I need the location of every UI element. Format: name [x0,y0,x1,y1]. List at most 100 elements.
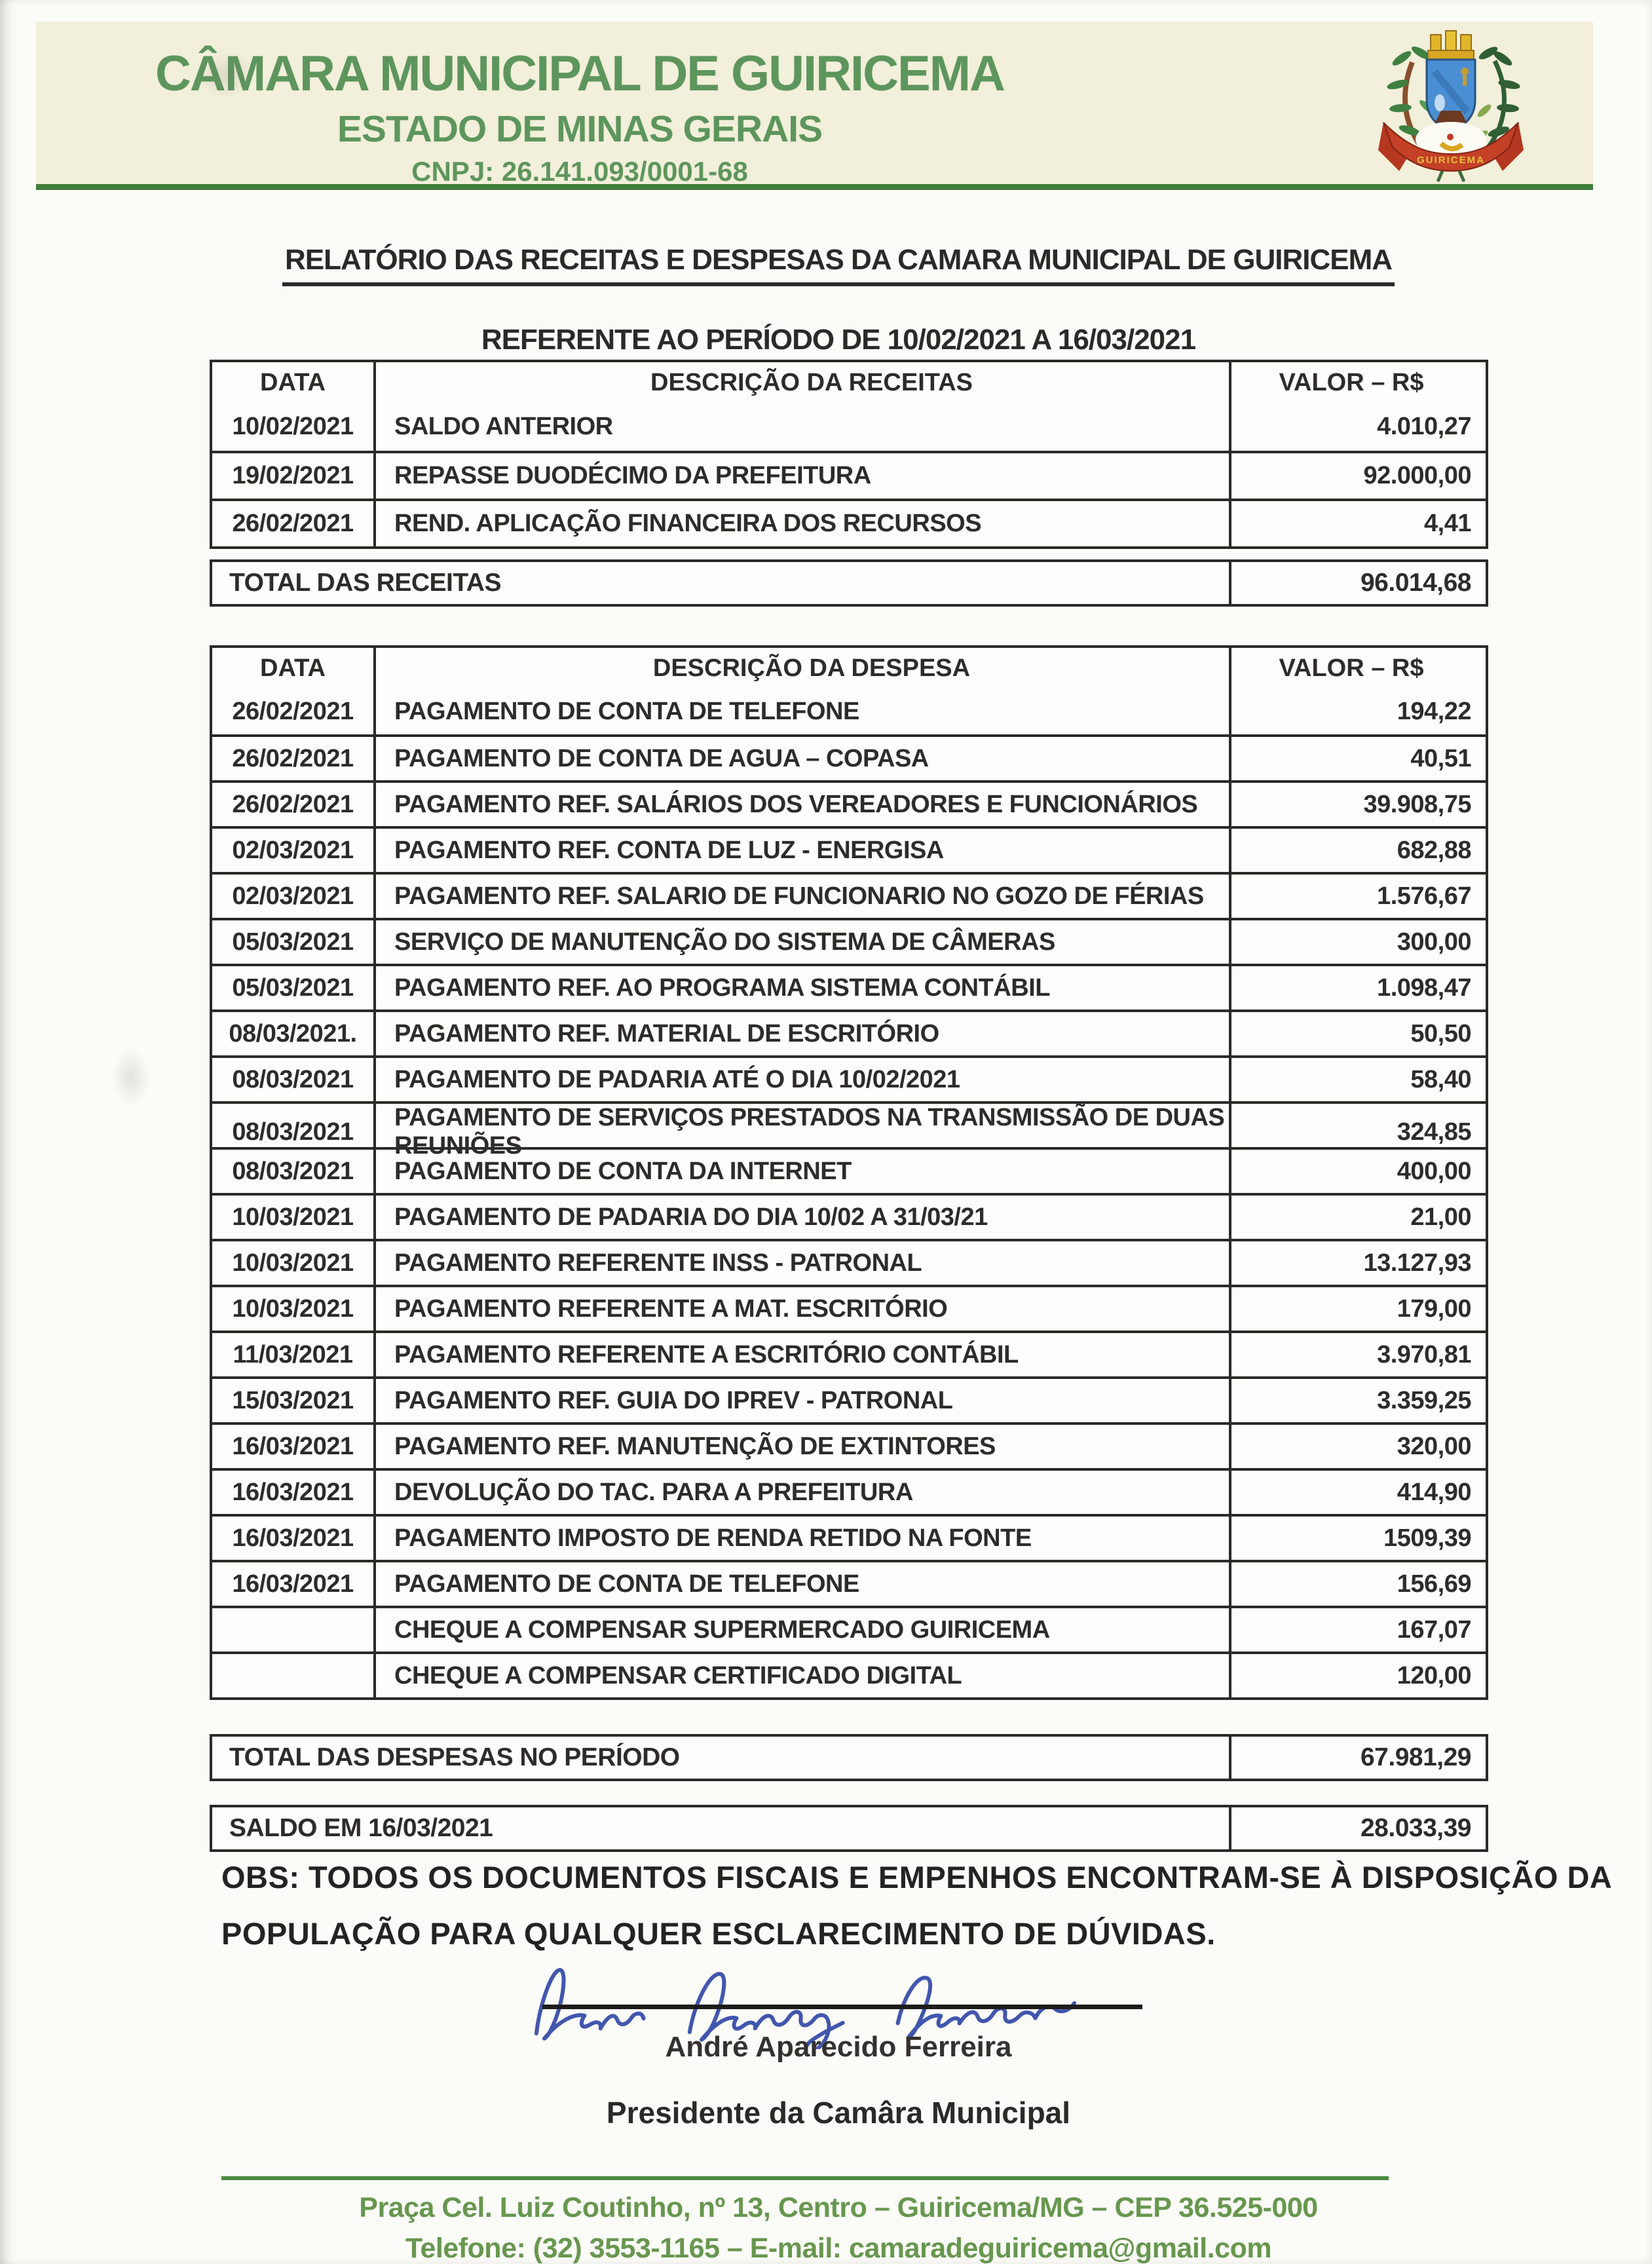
handwritten-signature [534,1968,1077,2049]
table-row: 26/02/2021 REND. APLICAÇÃO FINANCEIRA DO… [212,499,1486,546]
cell-description: CHEQUE A COMPENSAR CERTIFICADO DIGITAL [373,1654,1229,1697]
table-row: 02/03/2021 PAGAMENTO REF. SALARIO DE FUN… [212,872,1486,918]
cell-date: 10/02/2021 [232,413,354,440]
cell-description: SALDO ANTERIOR [373,403,1229,451]
table-row: 26/02/2021 PAGAMENTO REF. SALÁRIOS DOS V… [212,780,1486,826]
cell-description: SERVIÇO DE MANUTENÇÃO DO SISTEMA DE CÂME… [373,920,1229,964]
crest-shield [1425,58,1476,134]
cell-date: 08/03/2021 [232,1118,354,1146]
cell-date: 26/02/2021 [232,697,354,725]
cell-date: 16/03/2021 [232,1432,354,1460]
org-cnpj: CNPJ: 26.141.093/0001-68 [411,156,748,187]
crest-horn-emblem [1439,134,1464,151]
table-row: 10/03/2021 PAGAMENTO REFERENTE A MAT. ES… [212,1285,1486,1330]
cell-date: 02/03/2021 [232,882,354,910]
cell-date: 16/03/2021 [232,1524,354,1552]
cell-date: 19/02/2021 [232,462,354,489]
cell-value: 1.576,67 [1229,875,1486,918]
cell-value: 4.010,27 [1229,403,1486,451]
total-receipts-value: 96.014,68 [1229,562,1486,604]
footer-address: Praça Cel. Luiz Coutinho, nº 13, Centro … [359,2192,1318,2223]
cell-date: 08/03/2021 [232,1065,354,1093]
cell-value: 120,00 [1229,1654,1486,1697]
header-value: VALOR – R$ [1229,362,1486,403]
cell-date: 08/03/2021. [229,1019,357,1047]
cell-value: 1509,39 [1229,1517,1486,1560]
cell-date: 26/02/2021 [232,510,354,537]
total-expenses-label: TOTAL DAS DESPESAS NO PERÍODO [229,1743,680,1771]
balance-value: 28.033,39 [1229,1807,1486,1849]
table-row: 11/03/2021 PAGAMENTO REFERENTE A ESCRITÓ… [212,1330,1486,1376]
total-expenses-value: 67.981,29 [1229,1737,1486,1779]
cell-date [212,1654,373,1697]
table-row: 08/03/2021 PAGAMENTO DE CONTA DA INTERNE… [212,1147,1486,1193]
header-description: DESCRIÇÃO DA RECEITAS [373,362,1229,403]
receipts-body: 10/02/2021 SALDO ANTERIOR 4.010,27 19/02… [212,403,1486,546]
receipts-table: DATA DESCRIÇÃO DA RECEITAS VALOR – R$ 10… [210,360,1488,549]
cell-date: 10/03/2021 [232,1203,354,1231]
balance-label: SALDO EM 16/03/2021 [229,1814,493,1842]
cell-description: PAGAMENTO REF. CONTA DE LUZ - ENERGISA [373,829,1229,872]
cell-value: 13.127,93 [1229,1241,1486,1285]
table-row: 16/03/2021 PAGAMENTO IMPOSTO DE RENDA RE… [212,1514,1486,1560]
table-row: 26/02/2021 PAGAMENTO DE CONTA DE AGUA – … [212,734,1486,780]
table-row: 19/02/2021 REPASSE DUODÉCIMO DA PREFEITU… [212,451,1486,499]
table-row: 15/03/2021 PAGAMENTO REF. GUIA DO IPREV … [212,1376,1486,1422]
cell-value: 1.098,47 [1229,966,1486,1009]
cell-value: 3.970,81 [1229,1333,1486,1376]
header-value: VALOR – R$ [1229,648,1486,689]
scan-smudge [111,1048,151,1107]
cell-description: PAGAMENTO IMPOSTO DE RENDA RETIDO NA FON… [373,1517,1229,1560]
cell-description: PAGAMENTO DE CONTA DA INTERNET [373,1150,1229,1193]
cell-date: 05/03/2021 [232,928,354,956]
table-row: CHEQUE A COMPENSAR SUPERMERCADO GUIRICEM… [212,1606,1486,1651]
cell-value: 400,00 [1229,1150,1486,1193]
cell-value: 4,41 [1229,501,1486,546]
municipal-coat-of-arms-icon: GUIRICEMA [1378,30,1524,183]
cell-value: 682,88 [1229,829,1486,872]
letterhead-text: CÂMARA MUNICIPAL DE GUIRICEMA ESTADO DE … [62,45,1097,187]
cell-description: PAGAMENTO REF. SALÁRIOS DOS VEREADORES E… [373,783,1229,826]
cell-date: 10/03/2021 [232,1249,354,1277]
cell-value: 92.000,00 [1229,453,1486,499]
crest-banner-text: GUIRICEMA [1417,155,1485,166]
cell-description: REPASSE DUODÉCIMO DA PREFEITURA [373,453,1229,499]
cell-description: PAGAMENTO DE CONTA DE TELEFONE [373,1562,1229,1606]
cell-description: PAGAMENTO REF. AO PROGRAMA SISTEMA CONTÁ… [373,966,1229,1009]
cell-date [212,1608,373,1651]
footer-contact: Telefone: (32) 3553-1165 – E-mail: camar… [405,2233,1272,2264]
table-row: 08/03/2021. PAGAMENTO REF. MATERIAL DE E… [212,1009,1486,1055]
cell-date: 26/02/2021 [232,744,354,772]
cell-date: 05/03/2021 [232,973,354,1002]
cell-value: 40,51 [1229,737,1486,780]
cell-value: 179,00 [1229,1287,1486,1330]
observation-line2: POPULAÇÃO PARA QUALQUER ESCLARECIMENTO D… [221,1916,1216,1951]
cell-date: 15/03/2021 [232,1386,354,1414]
cell-value: 414,90 [1229,1471,1486,1514]
table-row: 16/03/2021 DEVOLUÇÃO DO TAC. PARA A PREF… [212,1468,1486,1514]
signer-role: Presidente da Camâra Municipal [606,2096,1071,2130]
table-row: 08/03/2021 PAGAMENTO DE SERVIÇOS PRESTAD… [212,1101,1486,1160]
cell-description: CHEQUE A COMPENSAR SUPERMERCADO GUIRICEM… [373,1608,1229,1651]
cell-date: 02/03/2021 [232,836,354,864]
cell-description: PAGAMENTO REF. GUIA DO IPREV - PATRONAL [373,1379,1229,1422]
header-date: DATA [260,368,326,396]
org-name: CÂMARA MUNICIPAL DE GUIRICEMA [155,46,1005,102]
total-receipts-band: TOTAL DAS RECEITAS 96.014,68 [210,559,1488,607]
table-row: 05/03/2021 PAGAMENTO REF. AO PROGRAMA SI… [212,964,1486,1009]
cell-value: 167,07 [1229,1608,1486,1651]
cell-description: PAGAMENTO REF. SALARIO DE FUNCIONARIO NO… [373,875,1229,918]
cell-description: PAGAMENTO DE CONTA DE TELEFONE [373,689,1229,734]
cell-value: 300,00 [1229,920,1486,964]
table-row: 10/03/2021 PAGAMENTO DE PADARIA DO DIA 1… [212,1193,1486,1239]
expenses-header-row: DATA DESCRIÇÃO DA DESPESA VALOR – R$ [212,648,1486,689]
cell-date: 26/02/2021 [232,790,354,818]
table-row: 16/03/2021 PAGAMENTO REF. MANUTENÇÃO DE … [212,1422,1486,1468]
table-row: 10/03/2021 PAGAMENTO REFERENTE INSS - PA… [212,1239,1486,1285]
cell-description: PAGAMENTO REF. MANUTENÇÃO DE EXTINTORES [373,1425,1229,1468]
cell-value: 156,69 [1229,1562,1486,1606]
table-row: 05/03/2021 SERVIÇO DE MANUTENÇÃO DO SIST… [212,918,1486,964]
cell-value: 50,50 [1229,1012,1486,1055]
table-row: 02/03/2021 PAGAMENTO REF. CONTA DE LUZ -… [212,826,1486,872]
